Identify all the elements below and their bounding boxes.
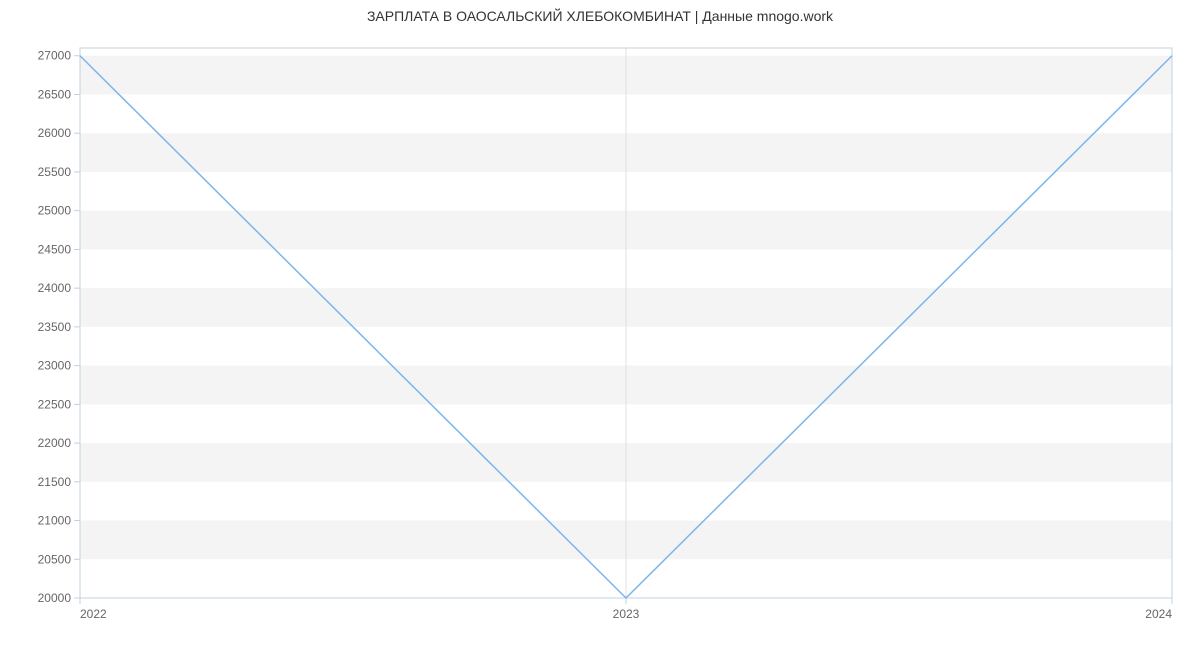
chart-svg: 20000 20500 21000 21500 22000 22500 23000 23500… [0, 0, 1200, 650]
y-tick-label: 22500 [38, 397, 72, 411]
x-tick-label: 2023 [613, 607, 640, 621]
y-tick-label: 21500 [38, 475, 72, 489]
y-tick-label: 24000 [38, 281, 72, 295]
y-tick-label: 22000 [38, 436, 72, 450]
y-tick-label: 24500 [38, 242, 72, 256]
x-tick-label: 2022 [80, 607, 107, 621]
y-tick-label: 20500 [38, 552, 72, 566]
y-tick-label: 25500 [38, 165, 72, 179]
y-tick-label: 26500 [38, 87, 72, 101]
salary-chart: ЗАРПЛАТА В ОАОСАЛЬСКИЙ ХЛЕБОКОМБИНАТ | Д… [0, 0, 1200, 650]
y-tick-label: 26000 [38, 126, 72, 140]
y-tick-label: 20000 [38, 591, 72, 605]
x-tick-label: 2024 [1145, 607, 1172, 621]
chart-title: ЗАРПЛАТА В ОАОСАЛЬСКИЙ ХЛЕБОКОМБИНАТ | Д… [0, 8, 1200, 24]
y-tick-label: 23000 [38, 359, 72, 373]
y-tick-label: 21000 [38, 514, 72, 528]
y-tick-label: 23500 [38, 320, 72, 334]
y-tick-label: 27000 [38, 49, 72, 63]
y-tick-label: 25000 [38, 204, 72, 218]
